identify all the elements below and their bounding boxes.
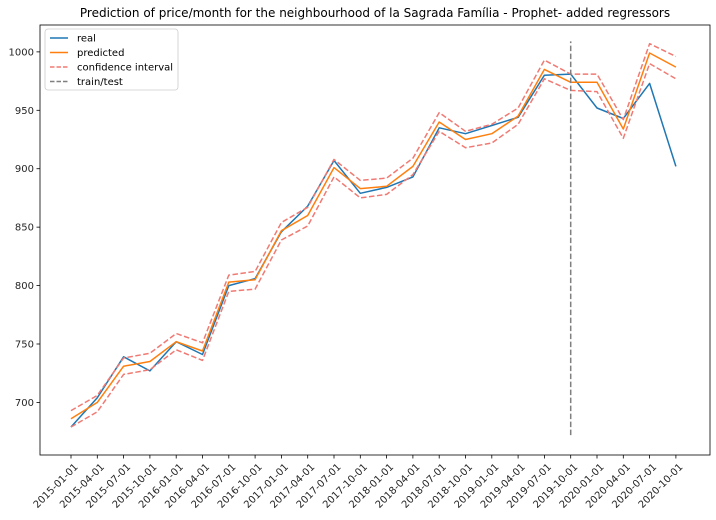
legend-label-real: real [77, 34, 96, 45]
plot-frame [39, 24, 711, 456]
legend-label-predicted: predicted [77, 48, 124, 59]
y-tick-label: 850 [15, 223, 34, 234]
series-line-real-0 [70, 73, 677, 428]
legend-label-train-test: train/test [77, 77, 123, 88]
y-tick-label: 1000 [9, 47, 34, 58]
y-tick-label: 900 [15, 164, 34, 175]
legend-box [44, 28, 179, 91]
series-line-confidence-interval-2 [70, 42, 677, 412]
y-tick-label: 800 [15, 281, 34, 292]
series-line-confidence-interval-lower-3 [70, 62, 677, 428]
plot-area [70, 41, 677, 436]
series-line-predicted-1 [70, 52, 677, 420]
y-tick-label: 950 [15, 106, 34, 117]
legend-label-confidence-interval: confidence interval [77, 63, 173, 74]
y-tick-label: 750 [15, 339, 34, 350]
legend: real predicted confidence interval train/te… [44, 28, 179, 91]
y-tick-label: 700 [15, 398, 34, 409]
chart-title: Prediction of price/month for the neighb… [80, 6, 670, 20]
